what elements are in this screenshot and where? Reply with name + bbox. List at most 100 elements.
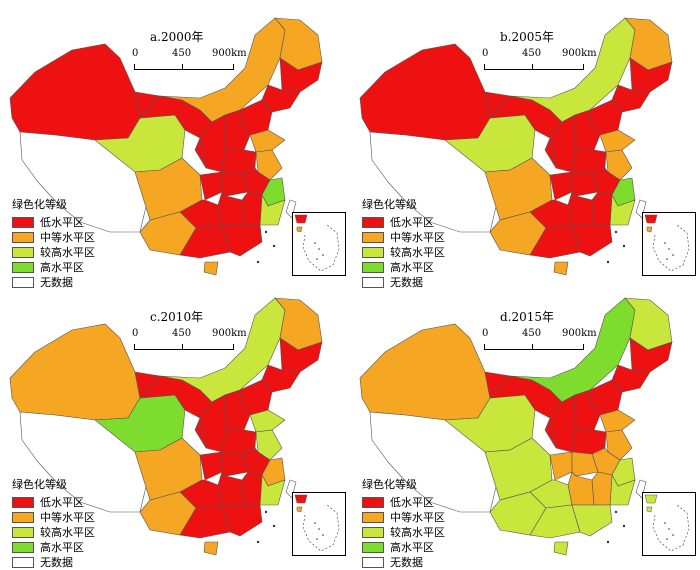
region-hubei	[221, 171, 249, 197]
region-hunan	[217, 191, 245, 226]
scale-label-0: 0	[482, 328, 489, 339]
legend-item-nodata: 无数据	[12, 555, 95, 569]
legend-label-medium: 中等水平区	[40, 511, 95, 524]
scale-tick	[532, 64, 533, 69]
region-hubei	[571, 171, 599, 197]
region-hubei	[221, 451, 249, 477]
legend-label-nodata: 无数据	[40, 276, 73, 289]
legend-item-medium: 中等水平区	[362, 230, 445, 244]
nine-dash-line	[302, 504, 340, 552]
map-panel: d.2015年 0 450 900km 绿色化等级 低水平区 中等水平区 较高水平区…	[350, 280, 700, 569]
scale-line	[134, 64, 234, 70]
legend-swatch-high	[362, 526, 384, 538]
inset-island	[316, 258, 318, 260]
legend-swatch-veryhigh	[12, 261, 34, 273]
inset-map	[294, 214, 340, 272]
legend-label-veryhigh: 高水平区	[40, 541, 84, 554]
legend-label-veryhigh: 高水平区	[390, 261, 434, 274]
legend: 绿色化等级 低水平区 中等水平区 较高水平区 高水平区 无数据	[12, 476, 95, 570]
region-shandong	[249, 129, 286, 153]
scale-line	[484, 64, 584, 70]
inset-coast	[644, 494, 658, 504]
legend-swatch-high	[362, 246, 384, 258]
legend-item-low: 低水平区	[362, 495, 445, 509]
region-jiangsu	[255, 149, 283, 181]
scale-tick	[532, 344, 533, 349]
region-xinjiang	[9, 323, 141, 421]
island-dot	[614, 230, 618, 234]
scale-label-900: 900km	[212, 328, 247, 339]
legend-swatch-low	[12, 216, 34, 228]
scale-label-900: 900km	[212, 48, 247, 59]
legend-label-veryhigh: 高水平区	[390, 541, 434, 554]
legend-label-high: 较高水平区	[40, 526, 95, 539]
scale-label-900: 900km	[562, 328, 597, 339]
legend-swatch-veryhigh	[12, 541, 34, 553]
nine-dash-line	[652, 504, 690, 552]
legend: 绿色化等级 低水平区 中等水平区 较高水平区 高水平区 无数据	[362, 196, 445, 290]
china-map	[359, 297, 673, 556]
inset-island	[666, 258, 668, 260]
legend-swatch-nodata	[362, 556, 384, 568]
island-dot	[256, 540, 260, 544]
region-ningxia	[194, 136, 207, 169]
legend-item-nodata: 无数据	[362, 555, 445, 569]
scale-label-0: 0	[132, 48, 139, 59]
china-map	[359, 17, 673, 276]
inset-island	[314, 522, 316, 524]
legend-label-low: 低水平区	[390, 496, 434, 509]
scale-label-0: 0	[132, 328, 139, 339]
region-hunan	[567, 191, 595, 226]
island-dot	[256, 260, 260, 264]
legend-item-veryhigh: 高水平区	[12, 260, 95, 274]
inset-island	[316, 538, 318, 540]
region-chongqing	[199, 451, 223, 481]
region-hainan	[203, 261, 219, 276]
panel-title: c.2010年	[150, 310, 204, 324]
legend-label-nodata: 无数据	[390, 556, 423, 569]
south-china-sea-inset	[292, 212, 346, 276]
legend: 绿色化等级 低水平区 中等水平区 较高水平区 高水平区 无数据	[12, 196, 95, 290]
panel-title: a.2000年	[150, 30, 204, 44]
island-dot	[606, 540, 610, 544]
region-guangdong	[221, 224, 263, 257]
inset-coast	[644, 214, 658, 224]
island-dot	[264, 230, 268, 234]
scale-bar: 0 450 900km	[132, 328, 247, 354]
scale-label-450: 450	[522, 48, 542, 59]
region-jiangsu	[605, 429, 633, 461]
legend-label-nodata: 无数据	[40, 556, 73, 569]
legend-swatch-medium	[362, 231, 384, 243]
scale-label-900: 900km	[562, 48, 597, 59]
region-guangxi	[529, 224, 581, 259]
region-jiangsu	[605, 149, 633, 181]
inset-island	[322, 254, 324, 256]
legend-item-medium: 中等水平区	[12, 510, 95, 524]
scale-bar: 0 450 900km	[132, 48, 247, 74]
region-chongqing	[199, 171, 223, 201]
legend-item-medium: 中等水平区	[12, 230, 95, 244]
island-dot	[622, 524, 626, 528]
inset-hainan	[646, 506, 653, 513]
inset-island	[668, 248, 670, 250]
region-ningxia	[194, 416, 207, 449]
panel-title: d.2015年	[500, 310, 555, 324]
inset-map	[294, 494, 340, 552]
region-guangxi	[179, 504, 231, 539]
region-jiangxi	[241, 471, 263, 506]
scale-label-450: 450	[522, 328, 542, 339]
scale-tick	[182, 344, 183, 349]
china-map	[9, 17, 323, 276]
scale-label-450: 450	[172, 48, 192, 59]
legend-label-low: 低水平区	[390, 216, 434, 229]
legend-label-medium: 中等水平区	[390, 511, 445, 524]
region-hubei	[571, 451, 599, 477]
legend-swatch-low	[12, 496, 34, 508]
legend-item-veryhigh: 高水平区	[12, 540, 95, 554]
region-xinjiang	[9, 43, 141, 141]
legend-item-high: 较高水平区	[12, 525, 95, 539]
region-hainan	[553, 261, 569, 276]
inset-island	[314, 242, 316, 244]
legend-item-low: 低水平区	[362, 215, 445, 229]
panel-title: b.2005年	[500, 30, 555, 44]
